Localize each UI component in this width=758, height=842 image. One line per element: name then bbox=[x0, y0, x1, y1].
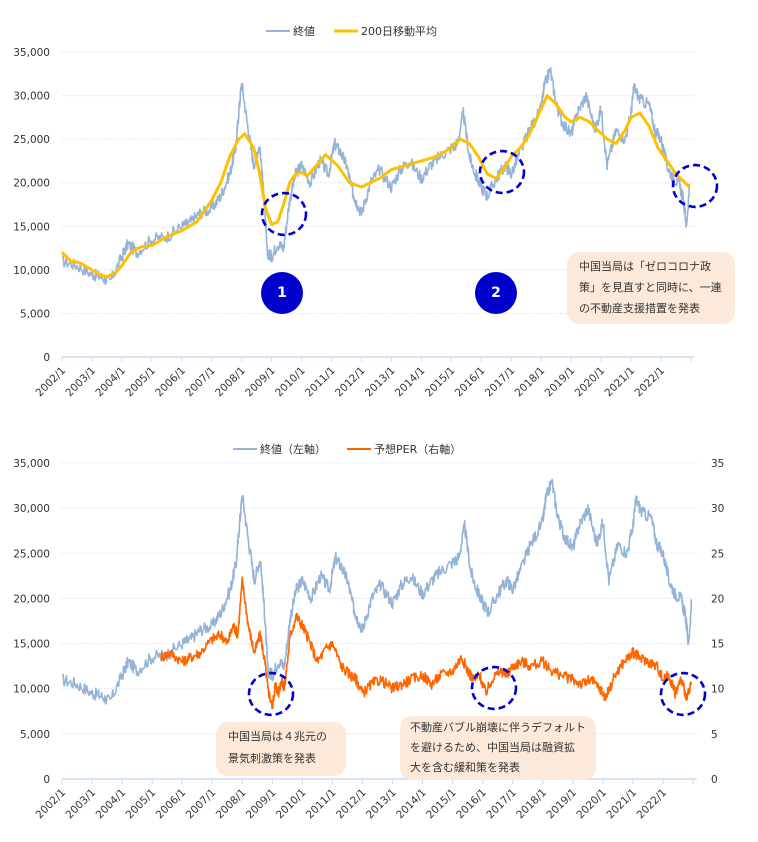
y-tick-label: 15,000 bbox=[13, 639, 50, 651]
y-tick-label: 15,000 bbox=[13, 221, 50, 233]
x-tick-label: 2002/1 bbox=[34, 787, 69, 822]
y-tick-label: 20,000 bbox=[13, 178, 50, 190]
y-tick-label: 25,000 bbox=[13, 548, 50, 560]
x-tick-label: 2022/1 bbox=[635, 787, 670, 822]
x-tick-label: 2014/1 bbox=[394, 787, 429, 822]
x-tick-label: 2005/1 bbox=[124, 787, 159, 822]
y-tick-label: 25,000 bbox=[13, 134, 50, 146]
x-tick-label: 2021/1 bbox=[604, 787, 639, 822]
x-tick-label: 2015/1 bbox=[424, 787, 459, 822]
y2-tick-label: 35 bbox=[711, 458, 724, 470]
y-tick-label: 35,000 bbox=[13, 458, 50, 470]
legend-label: 終値 bbox=[293, 24, 315, 38]
x-tick-label: 2012/1 bbox=[334, 787, 369, 822]
y2-tick-label: 30 bbox=[711, 503, 724, 515]
dashed-circle-2022 bbox=[671, 163, 719, 209]
y2-tick-label: 25 bbox=[711, 548, 724, 560]
y2-tick-label: 15 bbox=[711, 639, 724, 651]
x-tick-label: 2016/1 bbox=[454, 787, 489, 822]
marker-2: 2 bbox=[475, 272, 517, 314]
x-tick-label: 2006/1 bbox=[154, 787, 189, 822]
y-tick-label: 30,000 bbox=[13, 91, 50, 103]
marker-1: 1 bbox=[261, 272, 303, 314]
callout-easing-policy: 不動産バブル崩壊に伴うデフォルト を避けるため、中国当局は融資拡 大を含む緩和策… bbox=[400, 716, 596, 780]
x-tick-label: 2013/1 bbox=[364, 787, 399, 822]
dashed-circle-2016-per bbox=[470, 665, 518, 711]
legend-label: 終値（左軸） bbox=[260, 442, 326, 456]
chart-closing-price-ma: 0 5,000 10,000 15,000 20,000 25,000 30,000 35,0… bbox=[13, 24, 719, 399]
x-tick-label: 2009/1 bbox=[244, 787, 279, 822]
dashed-circle-2016 bbox=[478, 149, 526, 195]
legend-label: 予想PER（右軸） bbox=[374, 442, 461, 456]
y-tick-label: 10,000 bbox=[13, 684, 50, 696]
y-tick-label: 10,000 bbox=[13, 265, 50, 277]
y-tick-label: 0 bbox=[43, 774, 50, 786]
y2-tick-label: 0 bbox=[711, 774, 718, 786]
x-tick-label: 2010/1 bbox=[274, 787, 309, 822]
series-line-0 bbox=[61, 478, 693, 705]
dashed-circle-2022-per bbox=[659, 671, 707, 717]
series-line-1 bbox=[160, 576, 692, 710]
x-tick-label: 2007/1 bbox=[184, 787, 219, 822]
x-tick-label: 2019/1 bbox=[544, 787, 579, 822]
y-tick-label: 35,000 bbox=[13, 47, 50, 59]
y-tick-label: 20,000 bbox=[13, 593, 50, 605]
dashed-circle-2009-per bbox=[247, 671, 295, 717]
series-line-0 bbox=[61, 67, 691, 286]
y2-tick-label: 20 bbox=[711, 593, 724, 605]
callout-4-trillion-stimulus: 中国当局は４兆元の 景気刺激策を発表 bbox=[216, 722, 346, 776]
y-tick-label: 5,000 bbox=[20, 308, 50, 320]
x-tick-label: 2004/1 bbox=[94, 787, 129, 822]
y-tick-label: 5,000 bbox=[20, 729, 50, 741]
x-tick-label: 2008/1 bbox=[214, 787, 249, 822]
legend-label: 200日移動平均 bbox=[361, 24, 437, 38]
dashed-circle-2009 bbox=[260, 191, 308, 237]
x-tick-label: 2020/1 bbox=[574, 787, 609, 822]
callout-zero-covid: 中国当局は「ゼロコロナ政 策」を見直すと同時に、一連 の不動産支援措置を発表 bbox=[567, 252, 735, 324]
y-tick-label: 30,000 bbox=[13, 503, 50, 515]
x-tick-label: 2017/1 bbox=[484, 787, 519, 822]
x-tick-label: 2018/1 bbox=[514, 787, 549, 822]
x-tick-label: 2011/1 bbox=[304, 787, 339, 822]
series-line-1 bbox=[60, 94, 691, 279]
y-tick-label: 0 bbox=[43, 352, 50, 364]
x-tick-label: 2003/1 bbox=[64, 787, 99, 822]
y2-tick-label: 5 bbox=[711, 729, 718, 741]
y2-tick-label: 10 bbox=[711, 684, 724, 696]
